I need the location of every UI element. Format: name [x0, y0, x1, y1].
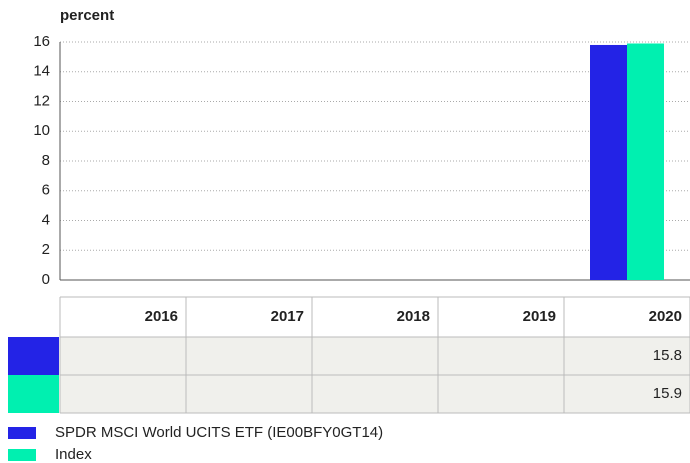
legend-label: SPDR MSCI World UCITS ETF (IE00BFY0GT14) [55, 424, 383, 441]
bar [590, 44, 627, 280]
y-tick-label: 16 [33, 33, 50, 50]
legend-swatch [8, 427, 36, 439]
row-swatch [8, 375, 59, 413]
y-tick-label: 4 [42, 211, 50, 228]
table-header: 2020 [649, 308, 682, 325]
y-tick-label: 8 [42, 152, 50, 169]
table-cell: 15.9 [653, 385, 682, 402]
y-tick-label: 10 [33, 122, 50, 139]
table-header: 2016 [145, 308, 178, 325]
table-cell: 15.8 [653, 347, 682, 364]
y-tick-label: 6 [42, 182, 50, 199]
legend-label: Index [55, 446, 92, 463]
row-swatch [8, 337, 59, 375]
table-header: 2018 [397, 308, 430, 325]
y-tick-label: 2 [42, 241, 50, 258]
y-tick-label: 12 [33, 92, 50, 109]
legend-swatch [8, 449, 36, 461]
bar [627, 43, 664, 280]
y-tick-label: 0 [42, 271, 50, 288]
y-axis-label: percent [60, 7, 114, 24]
table-header: 2017 [271, 308, 304, 325]
table-header: 2019 [523, 308, 556, 325]
y-tick-label: 14 [33, 63, 50, 80]
